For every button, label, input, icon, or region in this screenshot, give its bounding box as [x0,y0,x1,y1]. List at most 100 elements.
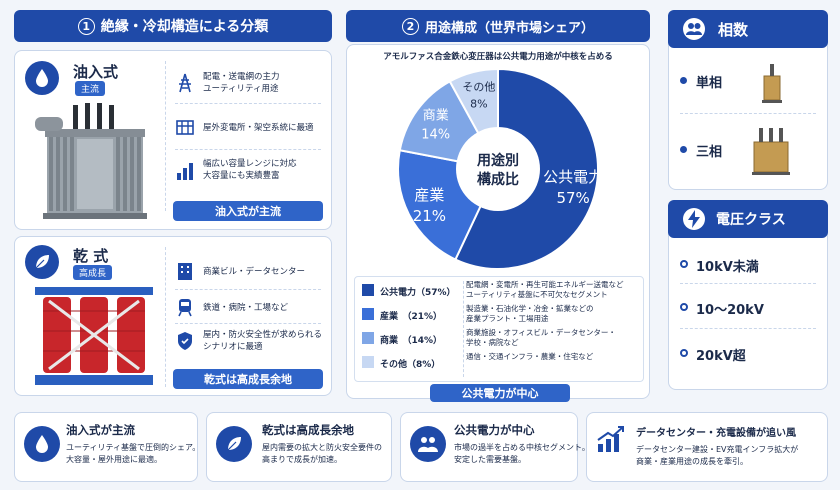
feature-divider [175,323,321,324]
voltage-item-2: 10～20kV [696,303,764,318]
legend-swatch [362,332,374,344]
phase-bullet [680,77,687,84]
legend-description: 商業施設・オフィスビル・データセンター・ 学校・病院など [466,328,616,347]
dry-transformer-image [35,287,153,385]
pie-label-3: その他 [462,80,495,93]
legend-swatch [362,308,374,320]
dry-type-badge: 高成長 [73,265,113,280]
substation-icon [176,120,194,135]
voltage-header: 電圧クラス [668,200,828,238]
summary-card-3-title: 公共電力が中心 [454,423,535,437]
section-number: 1 [77,17,95,35]
legend-description: 製造業・石油化学・冶金・鉱業などの 産業プラント・工場用途 [466,304,594,323]
pie-legend [354,276,644,382]
dry-type-card: 乾 式 高成長 商業ビル・データセンター 鉄道・病院・工場など 屋内・防火安全性… [14,236,332,396]
phase-bullet [680,146,687,153]
oil-feature-3: 幅広い容量レンジに対応 大容量にも実績豊富 [203,159,297,181]
pie-value-1: 21% [413,207,446,225]
voltage-item-3: 20kV超 [696,349,746,364]
usage-footer-bar: 公共電力が中心 [430,384,570,402]
single-phase-transformer-icon [762,64,782,103]
summary-card-2-title: 乾式は高成長余地 [262,423,354,437]
legend-description: 通信・交通インフラ・農業・住宅など [466,352,594,361]
summary-card-3-text: 市場の過半を占める中核セグメント。 安定した需要基盤。 [454,443,590,464]
pie-label-2: 商業 [423,108,449,124]
phase-divider [680,113,816,114]
drop-icon [25,61,59,95]
dry-footer-bar: 乾式は高成長余地 [173,369,323,389]
summary-card-1-title: 油入式が主流 [66,423,135,437]
voltage-bullet [680,349,688,357]
legend-swatch [362,356,374,368]
oil-type-name: 油入式 [73,63,119,81]
oil-divider [165,61,166,211]
legend-label: 産業 （21%） [380,312,443,322]
summary-card-4 [586,412,828,482]
feature-divider [175,103,321,104]
leaf-icon [216,426,252,462]
dry-feature-1: 商業ビル・データセンター [203,267,306,277]
dry-divider [165,247,166,387]
oil-feature-2: 屋外変電所・架空系統に最適 [203,123,314,133]
voltage-title: 電圧クラス [716,212,786,228]
voltage-bullet [680,260,688,268]
legend-row: 産業 （21%） 製造業・石油化学・冶金・鉱業などの 産業プラント・工場用途 [362,304,652,326]
power-tower-icon [179,73,191,93]
phase-title: 相数 [718,20,749,39]
section-number: 2 [401,17,419,35]
oil-footer-bar: 油入式が主流 [173,201,323,221]
pie-value-3: 8% [470,97,487,110]
legend-label: その他（8%） [380,360,441,370]
classification-header: 1 絶縁・冷却構造による分類 [14,10,332,42]
pie-value-2: 14% [421,128,450,143]
usage-header: 2 用途構成（世界市場シェア） [346,10,650,42]
voltage-item-1: 10kV未満 [696,260,759,275]
pie-value-0: 57% [556,189,589,207]
pie-label-1: 産業 [414,186,444,204]
oil-type-card: 油入式 主流 配電・送電網の主力 ユーティリティ用途 屋外変電所・架空系統に最適… [14,50,332,230]
phase-item-single: 単相 [696,76,723,91]
dry-feature-2: 鉄道・病院・工場など [203,303,289,313]
voltage-bullet [680,303,688,311]
pie-center-label: 用途別 [477,152,519,169]
legend-description: 配電網・変電所・再生可能エネルギー送電など ユーティリティ基盤に不可欠なセグメン… [466,280,624,299]
leaf-icon [25,245,59,279]
pie-center-hole [456,127,540,211]
building-icon [178,263,192,280]
pie-label-0: 公共電力 [543,168,603,186]
summary-card-4-title: データセンター・充電設備が追い風 [636,428,796,439]
summary-card-2-text: 屋内需要の拡大と防火安全要件の 高まりで成長が加速。 [262,443,382,464]
voltage-divider [680,283,816,284]
feature-divider [175,149,321,150]
legend-swatch [362,284,374,296]
summary-card-1-text: ユーティリティ基盤で圧倒的シェア。 大容量・屋外用途に最適。 [66,443,201,464]
dry-type-name: 乾 式 [73,247,109,265]
feature-divider [175,289,321,290]
growth-chart-icon [597,426,624,452]
usage-subtitle: アモルファス合金鉄心変圧器は公共電力用途が中核を占める [383,52,613,62]
voltage-divider [680,328,816,329]
oil-type-badge: 主流 [75,81,106,96]
phase-header: 相数 [668,10,828,48]
oil-transformer-image [35,103,147,219]
shield-icon [178,332,192,350]
legend-row: 商業 （14%） 商業施設・オフィスビル・データセンター・ 学校・病院など [362,328,652,350]
bar-chart-icon [177,163,193,180]
phase-item-three: 三相 [696,145,723,160]
legend-label: 商業 （14%） [380,336,443,346]
section-title: 用途構成（世界市場シェア） [424,20,594,36]
pie-center-label: 構成比 [477,171,519,188]
legend-row: 公共電力（57%） 配電網・変電所・再生可能エネルギー送電など ユーティリティ基盤… [362,280,652,302]
people-icon [683,18,705,40]
legend-row: その他（8%） 通信・交通インフラ・農業・住宅など [362,352,652,374]
summary-card-4-text: データセンター建設・EV充電インフラ拡大が 商業・産業用途の成長を牽引。 [636,445,799,466]
dry-feature-3: 屋内・防火安全性が求められる シナリオに最適 [203,330,323,352]
legend-label: 公共電力（57%） [380,288,456,298]
people-icon [410,426,446,462]
lightning-icon [683,208,705,230]
oil-feature-1: 配電・送電網の主力 ユーティリティ用途 [203,72,280,94]
section-title: 絶縁・冷却構造による分類 [100,19,269,35]
train-icon [178,299,192,317]
drop-icon [24,426,60,462]
